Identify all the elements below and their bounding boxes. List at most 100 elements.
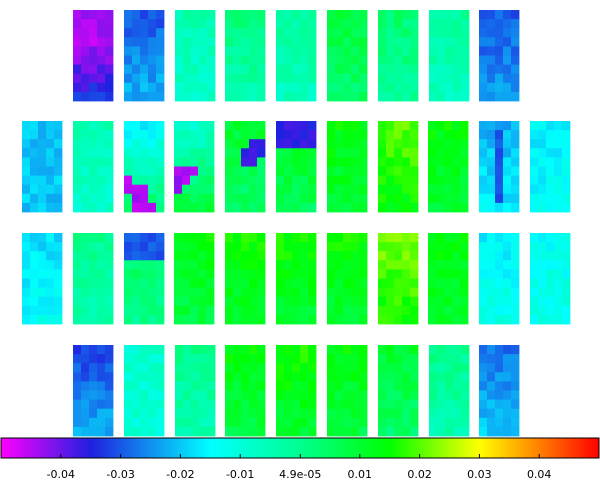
heatmap-cell [124,130,133,140]
heatmap-cell [241,251,250,261]
heatmap-cell [437,354,446,364]
heatmap-cell [394,426,403,437]
heatmap-cell [292,91,301,102]
heatmap-cell [225,37,234,47]
heatmap-cell [386,139,395,149]
heatmap-cell [378,251,387,261]
heatmap-cell [183,372,192,382]
heatmap-cell [233,148,242,158]
heatmap-cell [124,233,133,243]
heatmap-cell [249,73,258,84]
heatmap-cell [81,10,90,20]
heatmap-cell [378,260,387,270]
heatmap-cell [81,399,90,410]
heatmap-cell [276,287,285,298]
heatmap-cell [73,314,82,325]
heatmap-cell [199,345,208,355]
heatmap-cell [394,130,403,140]
heatmap-cell [81,121,90,131]
heatmap-cell [249,390,258,400]
heatmap-cell [156,202,165,213]
heatmap-cell [359,354,368,364]
heatmap-cell [175,426,184,437]
heatmap-cell [460,148,469,158]
heatmap-cell [343,314,352,325]
heatmap-cell [190,130,199,140]
heatmap-cell [460,202,469,213]
heatmap-cell [386,19,395,29]
heatmap-cell [452,193,461,204]
heatmap-cell [249,314,258,325]
heatmap-cell [503,157,512,167]
heatmap-cell [156,10,165,20]
module-r2-m2 [124,233,165,325]
heatmap-cell [97,37,106,47]
heatmap-cell [132,166,141,176]
heatmap-cell [359,372,368,382]
heatmap-cell [140,193,149,204]
heatmap-cell [335,193,344,204]
heatmap-cell [437,46,446,56]
heatmap-cell [359,148,368,158]
heatmap-cell [257,184,266,195]
heatmap-cell [284,193,293,204]
heatmap-cell [97,91,106,102]
heatmap-cell [546,202,555,213]
heatmap-cell [30,166,39,176]
heatmap-cell [105,354,114,364]
heatmap-cell [148,296,157,307]
heatmap-cell [487,354,496,364]
heatmap-cell [156,46,165,56]
heatmap-cell [81,193,90,204]
heatmap-cell [132,260,141,270]
heatmap-cell [402,202,411,213]
heatmap-cell [359,381,368,391]
heatmap-cell [38,202,47,213]
heatmap-cell [343,372,352,382]
heatmap-cell [175,408,184,419]
heatmap-cell [249,28,258,38]
heatmap-cell [530,193,539,204]
heatmap-cell [206,157,215,167]
heatmap-cell [73,287,82,298]
heatmap-cell [174,260,183,270]
heatmap-cell [445,73,454,84]
heatmap-cell [22,242,31,252]
heatmap-cell [300,354,309,364]
heatmap-cell [105,139,114,149]
heatmap-cell [198,166,207,176]
heatmap-cell [46,305,55,316]
heatmap-cell [38,121,47,131]
heatmap-cell [308,399,317,410]
heatmap-cell [276,233,285,243]
heatmap-cell [359,46,368,56]
heatmap-cell [386,64,395,75]
heatmap-cell [479,417,488,428]
heatmap-cell [402,399,411,410]
heatmap-cell [156,242,165,252]
heatmap-cell [460,269,469,279]
heatmap-cell [249,139,258,149]
heatmap-cell [308,417,317,428]
heatmap-cell [538,242,547,252]
heatmap-cell [89,233,98,243]
heatmap-cell [174,148,183,158]
heatmap-cell [402,28,411,38]
heatmap-cell [335,251,344,261]
heatmap-cell [140,82,149,93]
heatmap-cell [190,233,199,243]
heatmap-cell [511,314,520,325]
module-r3-m5 [327,345,368,437]
heatmap-cell [97,130,106,140]
heatmap-cell [156,73,165,84]
heatmap-cell [132,130,141,140]
heatmap-cell [351,193,360,204]
heatmap-cell [479,28,488,38]
heatmap-cell [249,157,258,167]
heatmap-cell [538,287,547,298]
heatmap-cell [530,139,539,149]
heatmap-cell [156,305,165,316]
heatmap-cell [148,37,157,47]
heatmap-cell [182,314,191,325]
heatmap-cell [327,305,336,316]
